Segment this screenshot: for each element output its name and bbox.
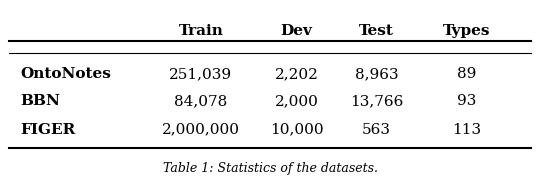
Text: 113: 113 [452,123,481,137]
Text: OntoNotes: OntoNotes [20,67,111,81]
Text: Types: Types [443,24,490,38]
Text: 563: 563 [362,123,391,137]
Text: 10,000: 10,000 [270,123,323,137]
Text: 2,202: 2,202 [275,67,319,81]
Text: Test: Test [359,24,394,38]
Text: 8,963: 8,963 [355,67,398,81]
Text: 89: 89 [457,67,476,81]
Text: FIGER: FIGER [20,123,76,137]
Text: Train: Train [178,24,224,38]
Text: BBN: BBN [20,94,60,108]
Text: 84,078: 84,078 [174,94,227,108]
Text: Table 1: Statistics of the datasets.: Table 1: Statistics of the datasets. [163,162,377,175]
Text: 93: 93 [457,94,476,108]
Text: 13,766: 13,766 [349,94,403,108]
Text: Dev: Dev [281,24,313,38]
Text: 2,000: 2,000 [275,94,319,108]
Text: 2,000,000: 2,000,000 [162,123,240,137]
Text: 251,039: 251,039 [170,67,232,81]
